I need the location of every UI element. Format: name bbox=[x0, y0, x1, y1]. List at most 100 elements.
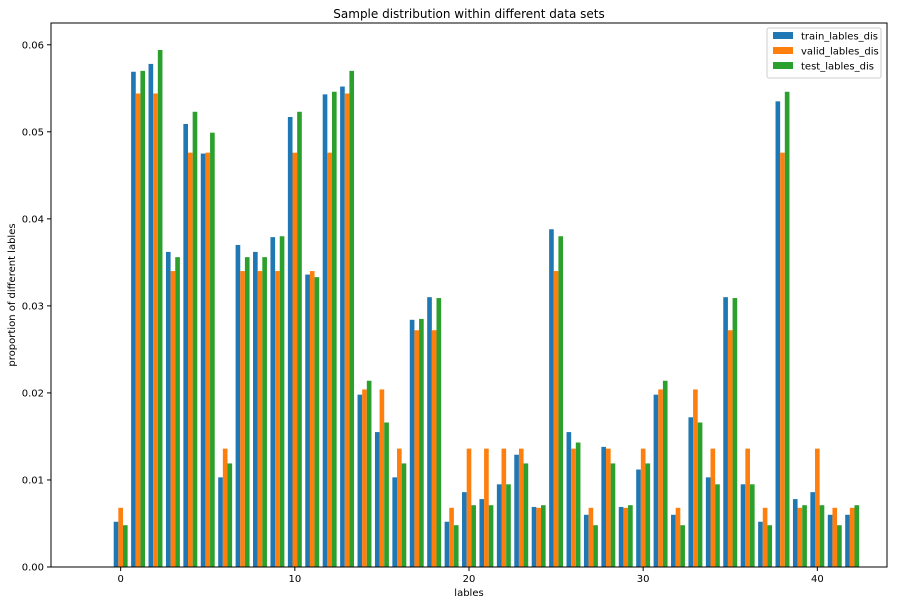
bar-valid_lables_dis-24 bbox=[536, 507, 541, 567]
bar-train_lables_dis-33 bbox=[688, 417, 694, 567]
bar-test_lables_dis-40 bbox=[819, 505, 825, 567]
bar-train_lables_dis-19 bbox=[444, 521, 450, 567]
bar-train_lables_dis-22 bbox=[496, 484, 502, 567]
bar-valid_lables_dis-21 bbox=[484, 448, 489, 567]
bar-test_lables_dis-10 bbox=[297, 111, 302, 567]
x-tick-label: 30 bbox=[637, 574, 650, 585]
bar-train_lables_dis-36 bbox=[740, 484, 746, 567]
bar-valid_lables_dis-3 bbox=[170, 271, 176, 567]
bar-train_lables_dis-21 bbox=[479, 499, 485, 567]
y-axis-label: proportion of different lables bbox=[7, 223, 18, 366]
bar-test_lables_dis-42 bbox=[854, 505, 860, 567]
bar-test_lables_dis-4 bbox=[192, 111, 198, 567]
y-tick-label: 0.01 bbox=[22, 475, 44, 486]
bar-valid_lables_dis-0 bbox=[118, 507, 123, 567]
y-axis: 0.00 0.01 0.02 0.03 0.04 0.05 0.06 bbox=[22, 40, 51, 574]
x-tick-label: 40 bbox=[811, 574, 824, 585]
bar-train_lables_dis-26 bbox=[566, 432, 572, 567]
bar-train_lables_dis-7 bbox=[235, 244, 241, 567]
bar-test_lables_dis-41 bbox=[837, 525, 842, 567]
bar-train_lables_dis-37 bbox=[758, 521, 763, 567]
bar-test_lables_dis-36 bbox=[749, 484, 755, 567]
bar-train_lables_dis-3 bbox=[165, 251, 171, 568]
bar-test_lables_dis-21 bbox=[488, 505, 494, 567]
bar-test_lables_dis-39 bbox=[802, 505, 807, 567]
x-axis-label: lables bbox=[454, 588, 483, 599]
bar-train_lables_dis-10 bbox=[287, 117, 293, 567]
x-tick-label: 10 bbox=[288, 574, 301, 585]
bar-test_lables_dis-5 bbox=[210, 132, 215, 568]
bar-test_lables_dis-7 bbox=[244, 257, 250, 567]
bar-valid_lables_dis-18 bbox=[431, 330, 437, 567]
bar-train_lables_dis-25 bbox=[549, 229, 554, 567]
bar-test_lables_dis-28 bbox=[610, 463, 616, 567]
bar-train_lables_dis-38 bbox=[775, 101, 781, 567]
bar-train_lables_dis-20 bbox=[462, 492, 467, 567]
y-tick-label: 0.06 bbox=[22, 40, 44, 51]
y-tick-label: 0.03 bbox=[22, 301, 44, 312]
legend-label-valid_lables_dis: valid_lables_dis bbox=[801, 47, 879, 58]
bar-test_lables_dis-13 bbox=[349, 70, 355, 568]
bar-train_lables_dis-42 bbox=[845, 514, 850, 567]
bar-test_lables_dis-6 bbox=[227, 463, 233, 567]
bars-group bbox=[113, 49, 860, 568]
bar-test_lables_dis-38 bbox=[784, 91, 790, 567]
bar-train_lables_dis-32 bbox=[671, 514, 676, 567]
bar-test_lables_dis-32 bbox=[680, 525, 685, 567]
bar-train_lables_dis-6 bbox=[218, 477, 223, 567]
bar-test_lables_dis-24 bbox=[540, 505, 546, 567]
bar-valid_lables_dis-4 bbox=[188, 152, 193, 567]
legend-label-train_lables_dis: train_lables_dis bbox=[801, 32, 878, 43]
legend-swatch-test_lables_dis bbox=[773, 62, 793, 69]
bar-valid_lables_dis-23 bbox=[518, 448, 524, 567]
bar-valid_lables_dis-17 bbox=[414, 330, 420, 567]
bar-train_lables_dis-5 bbox=[200, 153, 206, 567]
bar-test_lables_dis-37 bbox=[767, 525, 773, 567]
bar-train_lables_dis-4 bbox=[183, 123, 189, 567]
bar-train_lables_dis-9 bbox=[270, 237, 276, 567]
bar-train_lables_dis-18 bbox=[427, 297, 432, 567]
bar-valid_lables_dis-22 bbox=[501, 448, 507, 567]
bar-valid_lables_dis-1 bbox=[135, 93, 141, 567]
bar-test_lables_dis-2 bbox=[157, 49, 163, 568]
y-tick-label: 0.05 bbox=[22, 127, 44, 138]
bar-test_lables_dis-22 bbox=[506, 484, 511, 567]
bar-valid_lables_dis-41 bbox=[832, 507, 838, 567]
legend-label-test_lables_dis: test_lables_dis bbox=[801, 62, 874, 73]
bar-train_lables_dis-16 bbox=[392, 477, 398, 567]
bar-train_lables_dis-2 bbox=[148, 63, 154, 567]
bar-test_lables_dis-12 bbox=[331, 91, 337, 567]
bar-test_lables_dis-17 bbox=[419, 318, 424, 567]
bar-valid_lables_dis-14 bbox=[362, 389, 367, 567]
bar-train_lables_dis-15 bbox=[374, 432, 380, 567]
bar-valid_lables_dis-20 bbox=[466, 448, 472, 567]
bar-valid_lables_dis-25 bbox=[553, 271, 559, 567]
bar-valid_lables_dis-13 bbox=[344, 93, 350, 567]
bar-valid_lables_dis-37 bbox=[762, 507, 768, 567]
bar-train_lables_dis-23 bbox=[514, 454, 519, 567]
bar-train_lables_dis-34 bbox=[705, 477, 711, 567]
bar-valid_lables_dis-40 bbox=[815, 448, 820, 567]
bar-valid_lables_dis-12 bbox=[327, 152, 332, 567]
bar-test_lables_dis-18 bbox=[436, 298, 442, 567]
bar-valid_lables_dis-27 bbox=[588, 507, 594, 567]
bar-valid_lables_dis-38 bbox=[780, 152, 785, 567]
bar-test_lables_dis-34 bbox=[715, 484, 720, 567]
bar-test_lables_dis-35 bbox=[732, 298, 738, 567]
bar-valid_lables_dis-9 bbox=[275, 271, 280, 567]
bar-test_lables_dis-26 bbox=[575, 442, 581, 567]
bar-test_lables_dis-3 bbox=[175, 257, 180, 567]
bar-test_lables_dis-31 bbox=[662, 380, 668, 567]
y-tick-label: 0.04 bbox=[22, 214, 44, 225]
bar-valid_lables_dis-32 bbox=[675, 507, 681, 567]
bar-test_lables_dis-0 bbox=[122, 525, 128, 567]
x-tick-label: 20 bbox=[463, 574, 476, 585]
x-axis: 0 10 20 30 40 bbox=[117, 567, 824, 585]
bar-test_lables_dis-15 bbox=[384, 422, 389, 567]
bar-test_lables_dis-14 bbox=[366, 380, 372, 567]
bar-train_lables_dis-39 bbox=[792, 499, 798, 567]
bar-train_lables_dis-24 bbox=[531, 506, 537, 567]
bar-valid_lables_dis-15 bbox=[379, 389, 385, 567]
bar-test_lables_dis-30 bbox=[645, 463, 651, 567]
